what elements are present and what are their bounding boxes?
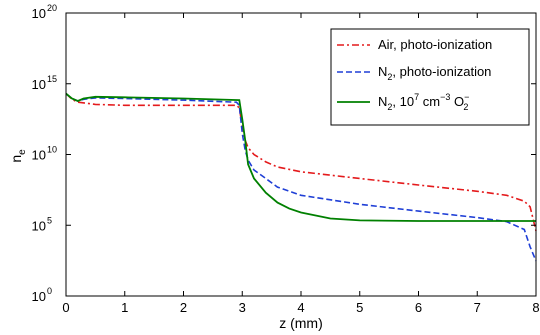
x-tick-label: 4 [297, 300, 304, 315]
x-tick-label: 1 [121, 300, 128, 315]
y-tick-exponent: 10 [47, 145, 57, 155]
legend-item-air: Air, photo-ionization [337, 37, 492, 52]
legend-item-n2-photo: N2, photo-ionization [337, 64, 491, 82]
y-tick-label: 10 [32, 77, 46, 92]
x-tick-label: 6 [415, 300, 422, 315]
y-tick-label: 10 [32, 6, 46, 21]
y-axis-label: ne [8, 149, 28, 163]
series-line-2 [65, 92, 536, 222]
legend-item-n2-o2: N2, 107 cm−3 O− 2 [337, 92, 469, 112]
x-tick-label: 0 [62, 300, 69, 315]
series-layer [65, 92, 537, 262]
y-tick-exponent: 0 [47, 286, 52, 296]
legend: Air, photo-ionization N2, photo-ionizati… [330, 28, 530, 126]
series-line-0 [65, 93, 537, 232]
legend-label-n2-o2: N2, 107 cm−3 O− 2 [378, 92, 469, 112]
x-axis-label: z (mm) [279, 315, 323, 331]
y-tick-label: 10 [32, 289, 46, 304]
y-tick-exponent: 5 [47, 215, 52, 225]
y-tick-label: 10 [32, 218, 46, 233]
legend-label-n2-photo: N2, photo-ionization [378, 64, 491, 82]
y-axis-label-main: n [8, 155, 24, 163]
legend-label-air: Air, photo-ionization [378, 37, 492, 52]
x-tick-label: 2 [180, 300, 187, 315]
y-axis-label-sub: e [17, 149, 28, 155]
y-tick-label: 10 [32, 148, 46, 163]
y-tick-exponent: 15 [47, 74, 57, 84]
x-tick-label: 7 [474, 300, 481, 315]
x-tick-label: 8 [532, 300, 539, 315]
x-axis-ticks: 0 1 2 3 4 5 6 7 8 [62, 13, 540, 315]
series-line-1 [65, 92, 537, 262]
x-tick-label: 5 [356, 300, 363, 315]
x-tick-label: 3 [239, 300, 246, 315]
y-tick-exponent: 20 [47, 3, 57, 13]
